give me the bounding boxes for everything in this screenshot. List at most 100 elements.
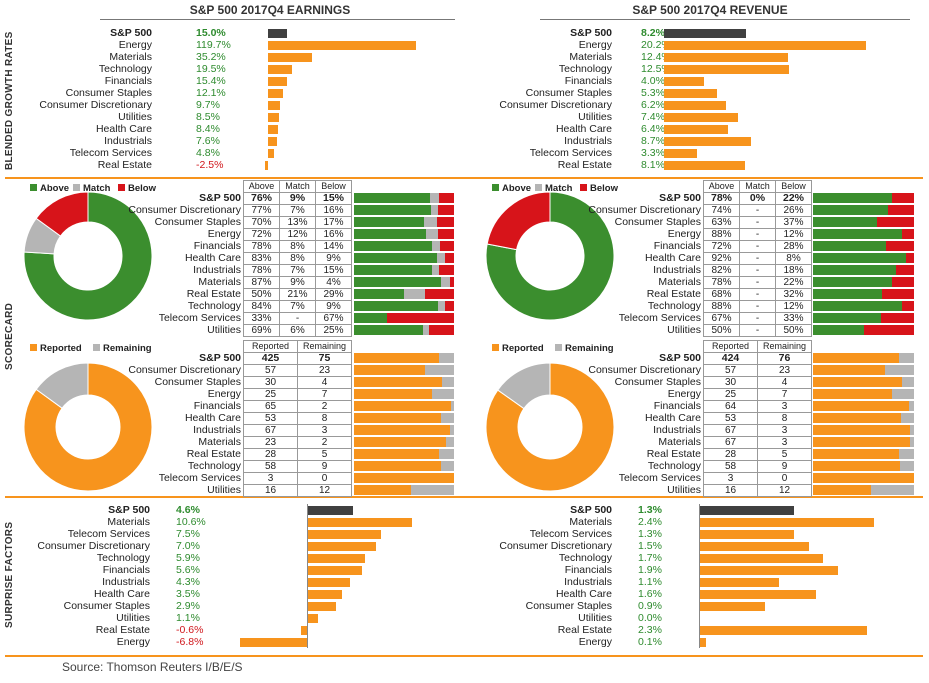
stacked-segment — [813, 413, 901, 423]
legend-item: Match — [73, 183, 110, 194]
sector-label: Consumer Staples — [614, 376, 701, 388]
sector-label: S&P 500 — [199, 352, 241, 364]
sector-label: Financials — [193, 240, 241, 252]
category-label: Real Estate — [97, 159, 152, 171]
value-label: 8.2% — [641, 27, 665, 39]
stacked-segment — [902, 377, 914, 387]
stacked-segment — [813, 277, 892, 287]
stacked-segment — [354, 241, 432, 251]
sector-bar — [664, 89, 717, 98]
stacked-segment — [813, 377, 903, 387]
column-header: Remaining — [297, 340, 352, 353]
table-row: 82% -18% — [703, 264, 812, 277]
category-label: Consumer Discretionary — [499, 99, 612, 111]
scorecard-table: Above Match Below 78% 0% 22% 74% -26% 63% -37% 88%… — [703, 180, 812, 337]
sector-bar — [699, 578, 780, 587]
table-cell: 78% — [703, 192, 740, 205]
stacked-segment — [425, 289, 454, 299]
value-label: 10.6% — [176, 516, 206, 528]
value-label: 1.7% — [638, 552, 662, 564]
donut-slice — [23, 191, 153, 321]
value-label: 5.6% — [176, 564, 200, 576]
value-label: 4.8% — [196, 147, 220, 159]
category-label: Consumer Staples — [525, 600, 612, 612]
sector-label: Telecom Services — [618, 472, 701, 484]
category-label: Consumer Discretionary — [39, 99, 152, 111]
table-cell: 57 — [703, 364, 758, 377]
table-row: 68% -32% — [703, 288, 812, 301]
category-label: Technology — [96, 552, 150, 564]
stacked-segment — [449, 425, 454, 435]
sector-label: Utilities — [667, 324, 701, 336]
table-cell: 58 — [243, 460, 298, 473]
legend-swatch — [492, 184, 499, 191]
table-cell: 23 — [243, 436, 298, 449]
category-label: S&P 500 — [570, 27, 612, 39]
scorecard-table: Reported Remaining 425 75 57 23 30 4 25 7 65 2 53 8 67… — [243, 340, 352, 497]
sector-label: Financials — [653, 400, 701, 412]
table-cell: 72% — [703, 240, 740, 253]
value-label: 9.7% — [196, 99, 220, 111]
stacked-segment — [881, 289, 914, 299]
table-cell: 74% — [703, 204, 740, 217]
stacked-segment — [354, 401, 451, 411]
table-cell: 64 — [703, 400, 758, 413]
stacked-segment — [354, 413, 441, 423]
value-label: 2.9% — [176, 600, 200, 612]
value-label: 20.2% — [641, 39, 671, 51]
value-label: 1.9% — [638, 564, 662, 576]
sector-label: Industrials — [653, 264, 701, 276]
sector-label: Industrials — [193, 264, 241, 276]
table-cell: 14% — [315, 240, 352, 253]
table-cell: 67% — [703, 312, 740, 325]
stacked-segment — [813, 401, 910, 411]
sector-bar — [664, 77, 704, 86]
category-label: Energy — [578, 39, 612, 51]
total-bar — [307, 506, 353, 515]
value-label: 4.6% — [176, 504, 200, 516]
category-label: S&P 500 — [108, 504, 150, 516]
stacked-segment — [431, 205, 438, 215]
value-label: 5.9% — [176, 552, 200, 564]
category-label: Financials — [104, 75, 152, 87]
table-row: 25 7 — [243, 388, 352, 401]
total-row: 78% 0% 22% — [703, 192, 812, 205]
table-cell: 5 — [757, 448, 812, 461]
sector-label: Telecom Services — [618, 312, 701, 324]
donut-slice — [486, 191, 551, 251]
earnings-title: S&P 500 2017Q4 EARNINGS — [189, 3, 351, 17]
column-header: Reported — [243, 340, 298, 353]
table-cell: 67 — [243, 424, 298, 437]
table-cell: - — [739, 300, 776, 313]
table-row: 88% -12% — [703, 228, 812, 241]
category-label: Consumer Staples — [65, 87, 152, 99]
sector-label: Telecom Services — [158, 472, 241, 484]
sector-label: Real Estate — [186, 448, 241, 460]
table-cell: 82% — [703, 264, 740, 277]
category-label: Utilities — [578, 111, 612, 123]
revenue-title-rule — [540, 19, 910, 20]
table-row: 64 3 — [703, 400, 812, 413]
sector-bar — [268, 77, 288, 86]
value-label: 0.0% — [638, 612, 662, 624]
category-label: Technology — [558, 552, 612, 564]
value-label: 4.0% — [641, 75, 665, 87]
category-label: Financials — [102, 564, 150, 576]
table-cell: 12 — [757, 484, 812, 497]
stacked-segment — [813, 425, 910, 435]
table-cell: 77% — [243, 204, 280, 217]
stacked-segment — [905, 253, 914, 263]
table-row: 16 12 — [243, 484, 352, 497]
table-row: 67 3 — [703, 424, 812, 437]
column-header: Below — [315, 180, 352, 193]
sector-bar — [699, 542, 809, 551]
sector-label: Industrials — [653, 424, 701, 436]
value-label: 8.1% — [641, 159, 665, 171]
table-row: 78% 7% 15% — [243, 264, 352, 277]
category-label: S&P 500 — [570, 504, 612, 516]
stacked-segment — [813, 265, 896, 275]
sector-label: Consumer Discretionary — [128, 204, 241, 216]
table-cell: 0 — [757, 472, 812, 485]
stacked-segment — [813, 217, 877, 227]
value-label: -0.6% — [176, 624, 204, 636]
